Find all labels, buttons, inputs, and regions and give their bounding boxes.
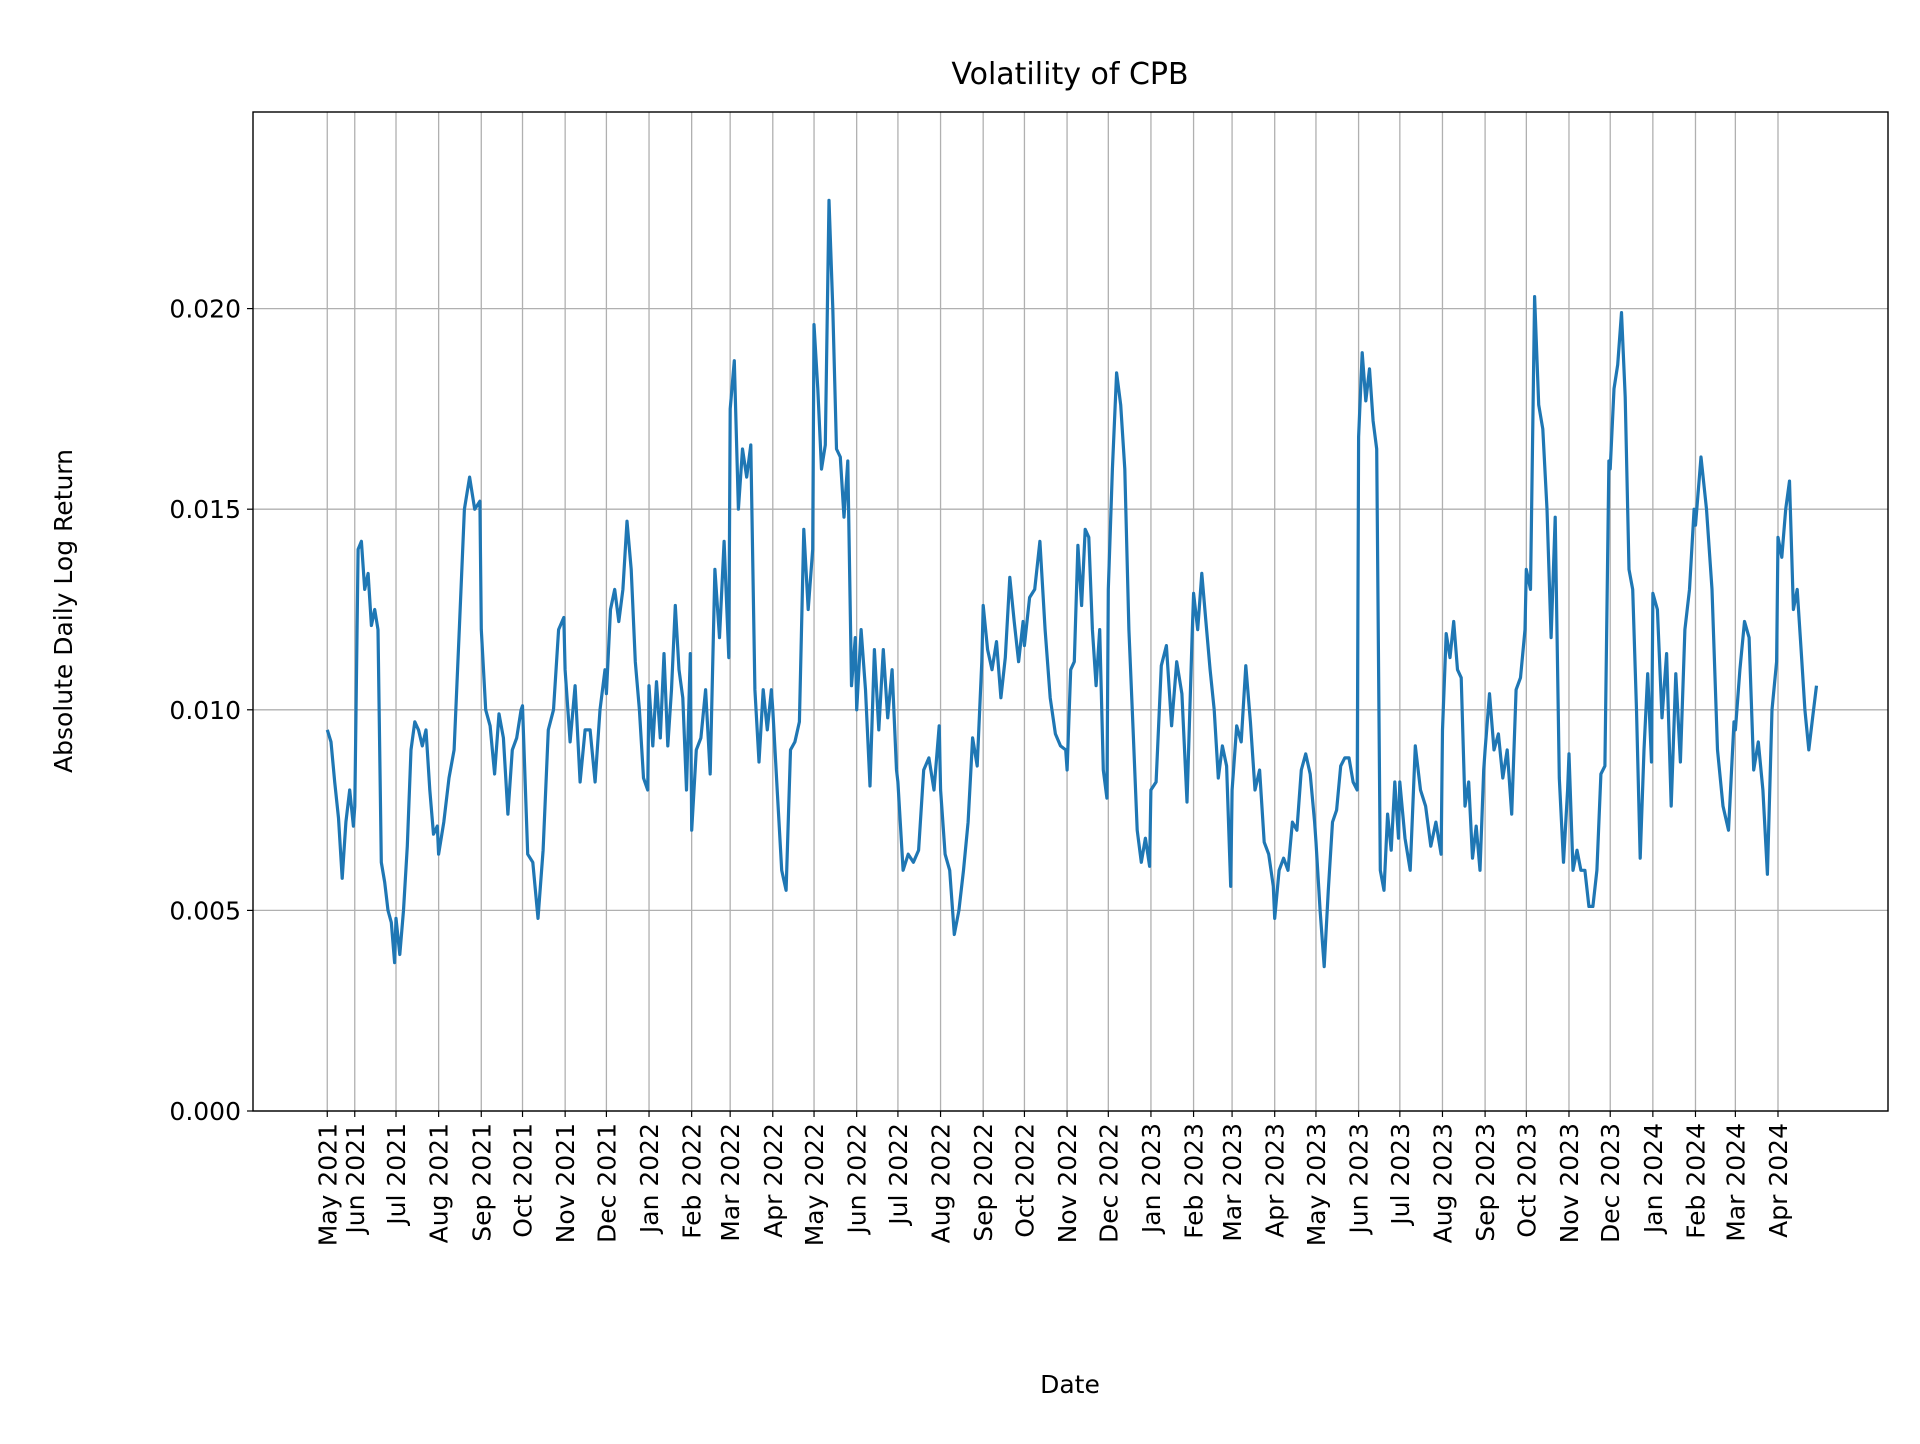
x-tick-label: Oct 2022 xyxy=(1010,1123,1039,1238)
x-tick-label: Nov 2023 xyxy=(1555,1123,1584,1243)
plot-frame xyxy=(252,111,1889,1112)
y-tick-label: 0.010 xyxy=(169,696,241,725)
grid-lines xyxy=(253,112,1888,1112)
x-tick-label: Oct 2023 xyxy=(1512,1123,1541,1238)
x-tick-label: Jan 2022 xyxy=(635,1123,664,1235)
x-tick-label: Jul 2022 xyxy=(884,1123,913,1227)
x-tick-label: Jun 2021 xyxy=(341,1123,370,1236)
x-tick-label: Mar 2024 xyxy=(1721,1123,1750,1242)
x-tick-label: Jun 2022 xyxy=(843,1123,872,1236)
y-axis-ticks: 0.000 0.005 0.010 0.015 0.020 xyxy=(169,295,253,1126)
x-tick-label: Aug 2022 xyxy=(927,1123,956,1243)
x-tick-label: Sep 2021 xyxy=(467,1123,496,1242)
x-tick-label: Feb 2023 xyxy=(1180,1123,1209,1239)
x-tick-label: Dec 2022 xyxy=(1094,1123,1123,1243)
series-line xyxy=(325,198,1819,969)
x-tick-label: Mar 2023 xyxy=(1218,1123,1247,1242)
y-tick-label: 0.000 xyxy=(169,1097,241,1126)
x-tick-label: Jun 2023 xyxy=(1345,1123,1374,1236)
x-tick-label: Apr 2024 xyxy=(1764,1123,1793,1238)
x-tick-label: Jul 2023 xyxy=(1386,1123,1415,1227)
x-tick-label: Nov 2022 xyxy=(1053,1123,1082,1243)
x-tick-label: Jan 2024 xyxy=(1639,1123,1668,1235)
x-tick-label: May 2023 xyxy=(1302,1123,1331,1246)
x-tick-label: May 2022 xyxy=(800,1123,829,1246)
x-tick-label: Apr 2023 xyxy=(1261,1123,1290,1238)
y-tick-label: 0.015 xyxy=(169,495,241,524)
y-axis-label: Absolute Daily Log Return xyxy=(49,449,78,773)
x-tick-label: Oct 2021 xyxy=(509,1123,538,1238)
x-tick-label: Nov 2021 xyxy=(551,1123,580,1243)
x-tick-label: Jan 2023 xyxy=(1137,1123,1166,1235)
x-tick-label: Mar 2022 xyxy=(716,1123,745,1242)
x-tick-label: Feb 2024 xyxy=(1681,1123,1710,1239)
y-tick-label: 0.005 xyxy=(169,896,241,925)
x-tick-label: Aug 2021 xyxy=(425,1123,454,1243)
y-tick-label: 0.020 xyxy=(169,295,241,324)
x-tick-label: Jul 2021 xyxy=(382,1123,411,1227)
chart-title: Volatility of CPB xyxy=(951,57,1188,92)
x-tick-label: Feb 2022 xyxy=(678,1123,707,1239)
x-tick-label: Sep 2023 xyxy=(1471,1123,1500,1242)
x-tick-label: Dec 2021 xyxy=(592,1123,621,1243)
x-tick-label: Sep 2022 xyxy=(969,1123,998,1242)
x-axis-label: Date xyxy=(1040,1370,1100,1399)
x-tick-label: Aug 2023 xyxy=(1428,1123,1457,1243)
x-tick-label: Apr 2022 xyxy=(759,1123,788,1238)
x-tick-label: Dec 2023 xyxy=(1596,1123,1625,1243)
x-tick-label: May 2021 xyxy=(313,1123,342,1246)
